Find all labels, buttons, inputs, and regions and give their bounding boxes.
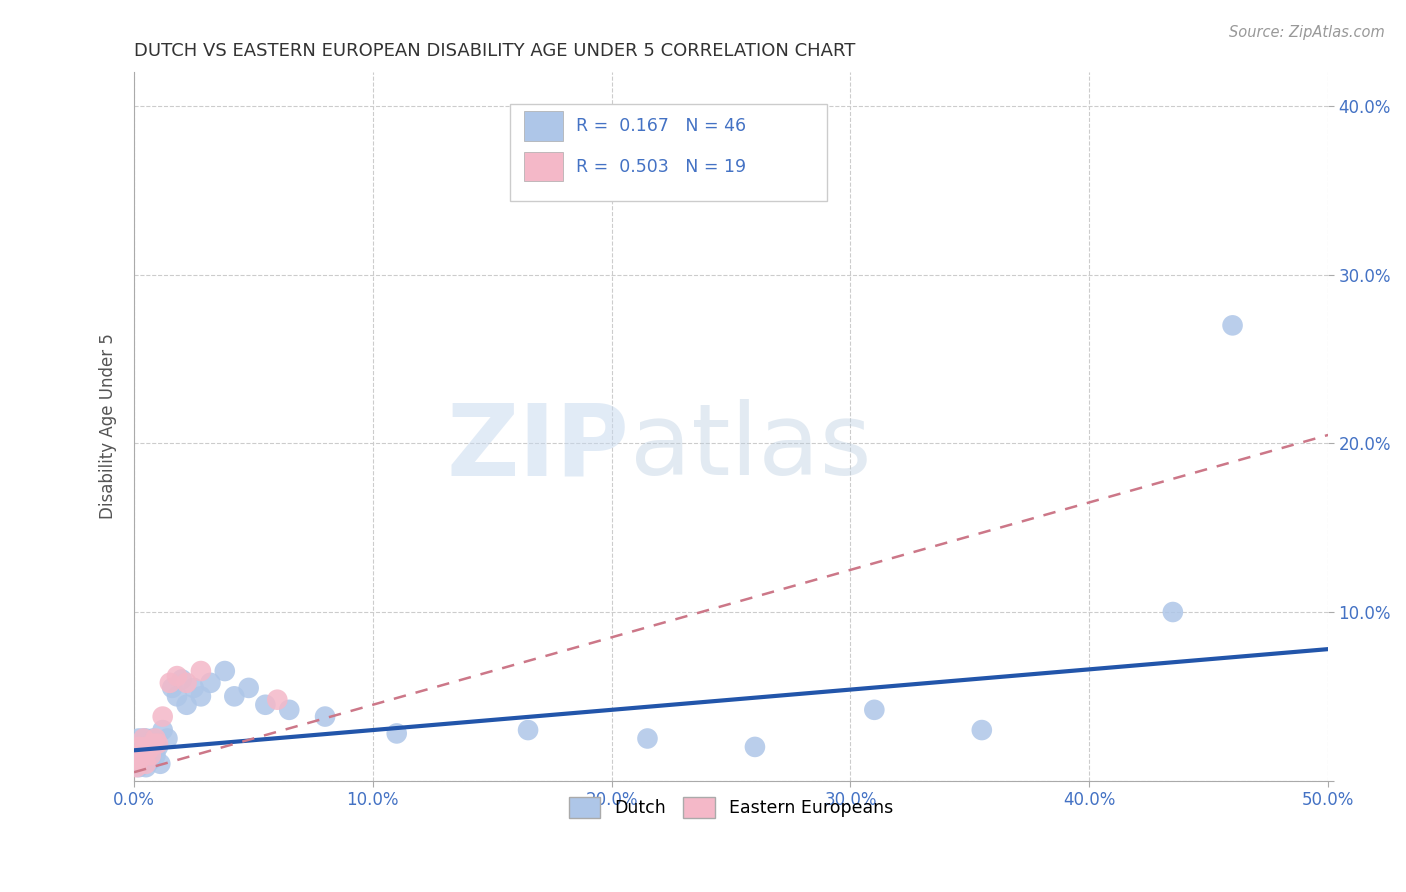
Point [1161, 605, 1184, 619]
Point [129, 748, 152, 763]
Point [135, 731, 157, 746]
Point [152, 723, 174, 737]
Point [166, 690, 188, 704]
Point [149, 756, 172, 771]
Point [142, 737, 165, 751]
Point [159, 676, 181, 690]
Point [132, 753, 155, 767]
Point [125, 739, 148, 754]
Point [129, 756, 152, 771]
Point [132, 731, 155, 746]
Text: R =  0.503   N = 19: R = 0.503 N = 19 [576, 158, 747, 176]
Point [128, 760, 150, 774]
Point [176, 698, 198, 712]
Point [970, 723, 993, 737]
Point [224, 690, 246, 704]
Point [125, 756, 148, 771]
Point [637, 731, 659, 746]
Point [138, 737, 160, 751]
Point [1222, 318, 1244, 333]
FancyBboxPatch shape [510, 103, 827, 202]
Text: R =  0.167   N = 46: R = 0.167 N = 46 [576, 117, 747, 136]
Point [146, 739, 169, 754]
Point [139, 748, 162, 763]
Point [132, 743, 155, 757]
Point [128, 753, 150, 767]
Point [190, 690, 212, 704]
Text: Source: ZipAtlas.com: Source: ZipAtlas.com [1229, 25, 1385, 40]
Point [385, 726, 408, 740]
Point [128, 731, 150, 746]
Point [129, 737, 152, 751]
Point [132, 743, 155, 757]
Point [517, 723, 540, 737]
Point [200, 676, 222, 690]
Point [135, 739, 157, 754]
Point [132, 731, 155, 746]
Point [128, 739, 150, 754]
Point [128, 743, 150, 757]
Text: DUTCH VS EASTERN EUROPEAN DISABILITY AGE UNDER 5 CORRELATION CHART: DUTCH VS EASTERN EUROPEAN DISABILITY AGE… [134, 42, 855, 60]
Point [863, 703, 886, 717]
Point [138, 743, 160, 757]
Point [266, 692, 288, 706]
Point [190, 664, 212, 678]
Point [152, 709, 174, 723]
Y-axis label: Disability Age Under 5: Disability Age Under 5 [100, 334, 117, 519]
Point [129, 748, 152, 763]
Point [176, 676, 198, 690]
Point [145, 748, 167, 763]
Bar [524, 152, 562, 181]
Point [138, 748, 160, 763]
Point [142, 731, 165, 746]
Text: ZIP: ZIP [447, 400, 630, 496]
Point [744, 739, 766, 754]
Point [135, 756, 157, 771]
Point [139, 753, 162, 767]
Point [314, 709, 336, 723]
Point [125, 760, 148, 774]
Point [135, 743, 157, 757]
Point [278, 703, 301, 717]
Point [183, 681, 205, 695]
Point [156, 731, 179, 746]
Point [170, 673, 193, 687]
Point [214, 664, 236, 678]
Point [139, 739, 162, 754]
Point [238, 681, 260, 695]
Point [162, 681, 184, 695]
Point [254, 698, 277, 712]
Point [146, 737, 169, 751]
Point [142, 743, 165, 757]
Point [166, 669, 188, 683]
Bar [524, 112, 562, 141]
Point [145, 731, 167, 746]
Text: atlas: atlas [630, 400, 872, 496]
Point [135, 760, 157, 774]
Legend: Dutch, Eastern Europeans: Dutch, Eastern Europeans [562, 790, 900, 825]
